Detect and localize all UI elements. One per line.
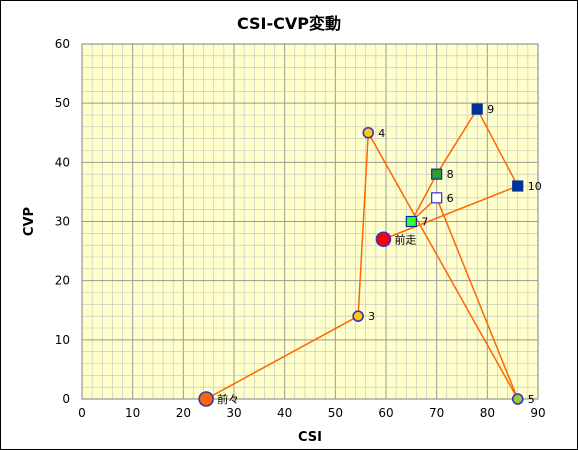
x-axis-title: CSI	[298, 430, 322, 445]
point-marker-square	[471, 103, 483, 115]
y-tick-label: 60	[55, 37, 70, 51]
trajectory-segment	[367, 132, 519, 400]
data-markers	[198, 103, 524, 407]
y-tick-label: 30	[55, 215, 70, 229]
point-label: 9	[487, 103, 494, 116]
point-label: 前走	[394, 232, 416, 246]
point-marker-square	[431, 168, 443, 180]
trajectory-segment	[383, 185, 519, 240]
point-marker-circle	[352, 310, 364, 322]
point-label: 5	[528, 393, 535, 406]
x-tick-label: 70	[429, 406, 444, 420]
trajectory-segment	[436, 108, 478, 175]
y-tick-label: 10	[55, 333, 70, 347]
point-label: 10	[528, 180, 542, 193]
trajectory-segment	[435, 197, 519, 400]
x-tick-label: 20	[176, 406, 191, 420]
y-axis-ticks: 0 10 20 30 40 50 60	[55, 37, 70, 406]
point-marker-square	[431, 192, 443, 204]
x-tick-label: 30	[226, 406, 241, 420]
point-marker-circle	[198, 391, 214, 407]
point-label: 7	[421, 216, 428, 229]
y-tick-label: 40	[55, 155, 70, 169]
x-tick-label: 80	[480, 406, 495, 420]
plot-border	[81, 43, 539, 400]
gridlines	[81, 43, 539, 400]
trajectory-segment	[205, 315, 359, 400]
point-marker-circle	[375, 231, 392, 248]
point-marker-square	[512, 180, 524, 192]
data-point-labels: 前々 3 4 5 6 7 8 9 10 前走	[217, 103, 542, 406]
x-tick-label: 10	[125, 406, 140, 420]
point-label: 6	[447, 192, 454, 205]
point-label: 4	[378, 127, 385, 140]
x-tick-label: 90	[530, 406, 545, 420]
point-label: 8	[447, 168, 454, 181]
y-axis-title: CVP	[22, 207, 37, 236]
y-tick-label: 20	[55, 274, 70, 288]
x-tick-label: 0	[78, 406, 86, 420]
trajectory-segment	[476, 108, 519, 187]
point-marker-square	[405, 215, 417, 228]
x-axis-ticks: 0 10 20 30 40 50 60 70 80 90	[78, 406, 545, 420]
x-tick-label: 60	[378, 406, 393, 420]
trajectory-segment	[357, 132, 370, 317]
point-marker-circle	[511, 393, 524, 405]
y-tick-label: 0	[62, 392, 70, 406]
point-label: 3	[368, 310, 375, 323]
chart-title: CSI-CVP変動	[237, 14, 341, 33]
x-tick-label: 50	[328, 406, 343, 420]
point-label: 前々	[217, 392, 239, 406]
trajectory-segment	[410, 173, 438, 222]
y-tick-label: 50	[55, 96, 70, 110]
point-marker-circle	[362, 126, 375, 139]
x-tick-label: 40	[277, 406, 292, 420]
trajectory-lines	[205, 108, 519, 400]
